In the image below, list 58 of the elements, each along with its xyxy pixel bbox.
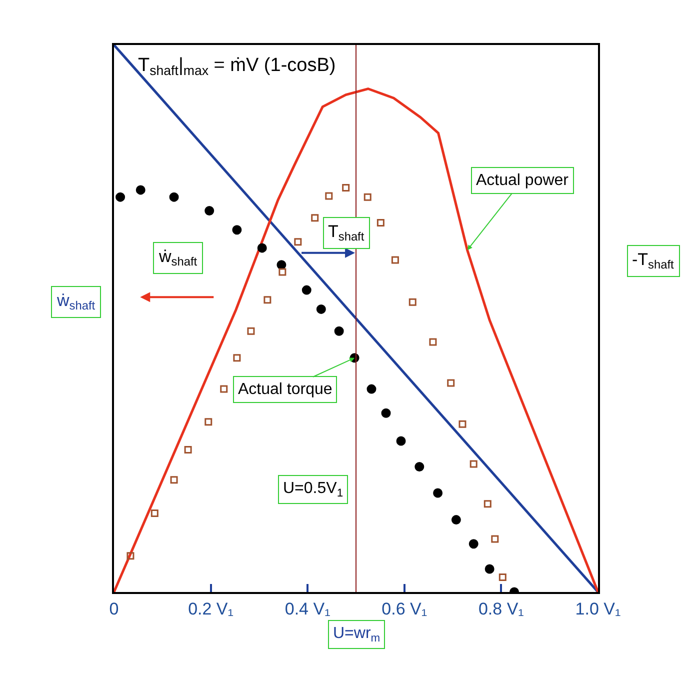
point xyxy=(169,192,179,202)
point xyxy=(325,192,333,200)
point xyxy=(447,379,455,387)
x-tick-label: 0.6 V₁ xyxy=(382,599,428,618)
point xyxy=(342,184,350,192)
x-tick-label: 0 xyxy=(109,599,119,618)
point xyxy=(276,260,286,270)
point xyxy=(376,219,384,227)
point xyxy=(484,564,494,574)
point xyxy=(468,539,478,549)
x-tick-label: 1.0 V₁ xyxy=(575,599,621,618)
point xyxy=(126,552,134,560)
x-tick-label: 0.8 V₁ xyxy=(478,599,524,618)
point xyxy=(484,500,492,508)
point xyxy=(458,420,466,428)
text: ẇ$_{shaft}$ xyxy=(56,291,96,313)
point xyxy=(433,488,443,498)
point xyxy=(470,460,478,468)
point xyxy=(247,327,255,335)
point xyxy=(204,418,212,426)
point xyxy=(491,535,499,543)
ref-line-label: U=0.5V$_{1}$ xyxy=(283,480,344,500)
point xyxy=(184,446,192,454)
x-tick-label: 0.2 V₁ xyxy=(188,599,234,618)
point xyxy=(414,462,424,472)
point xyxy=(451,515,461,525)
point xyxy=(381,408,391,418)
y-axis-title: ẇ$_{shaft}$ xyxy=(158,247,198,269)
point xyxy=(408,298,416,306)
point xyxy=(364,193,372,201)
point xyxy=(150,509,158,517)
x-tick-label: 0.4 V₁ xyxy=(284,599,331,618)
point xyxy=(396,436,406,446)
x-axis-title: U=wr$_{m}$ xyxy=(333,625,380,644)
point xyxy=(136,185,146,195)
point xyxy=(498,573,506,581)
point xyxy=(233,354,241,362)
point xyxy=(232,225,242,235)
point xyxy=(429,338,437,346)
point xyxy=(257,243,267,253)
annotation: T$_{shaft}$|$_{max}$ = ṁV (1-cosB) xyxy=(138,55,336,78)
annotation: T$_{shaft}$ xyxy=(328,222,365,244)
point xyxy=(204,206,214,216)
annotation: Actual power xyxy=(476,172,570,189)
annotation: Actual torque xyxy=(238,381,332,398)
point xyxy=(366,384,376,394)
point xyxy=(294,238,302,246)
point xyxy=(311,214,319,222)
point xyxy=(316,304,326,314)
y2-axis-title: -T$_{shaft}$ xyxy=(632,250,675,272)
point xyxy=(302,285,312,295)
point xyxy=(116,192,126,202)
point xyxy=(334,326,344,336)
point xyxy=(220,385,228,393)
point xyxy=(264,296,272,304)
point xyxy=(278,268,286,276)
point xyxy=(170,476,178,484)
point xyxy=(391,256,399,264)
